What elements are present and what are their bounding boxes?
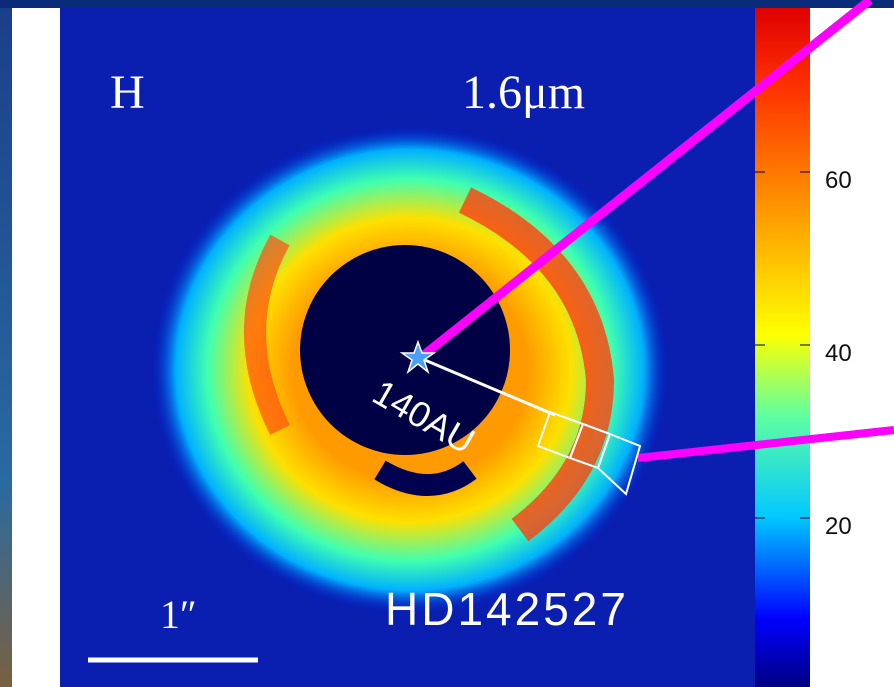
colorbar-tick-label: 60: [825, 167, 852, 194]
colorbar: [755, 8, 810, 687]
band-label: H: [110, 66, 145, 119]
page: 604020 H 1.6μm 140AU HD142527 1″ (() => …: [0, 0, 894, 687]
target-label: HD142527: [385, 583, 629, 635]
colorbar-labels: 60 40 20: [825, 167, 852, 540]
wavelength-label: 1.6μm: [462, 66, 585, 119]
colorbar-tick-label: 20: [825, 513, 852, 540]
slide-edge: [0, 8, 12, 687]
top-band: [0, 0, 894, 8]
scale-label: 1″: [160, 592, 197, 637]
figure: 604020 H 1.6μm 140AU HD142527 1″: [0, 0, 894, 687]
colorbar-tick-label: 40: [825, 340, 852, 367]
